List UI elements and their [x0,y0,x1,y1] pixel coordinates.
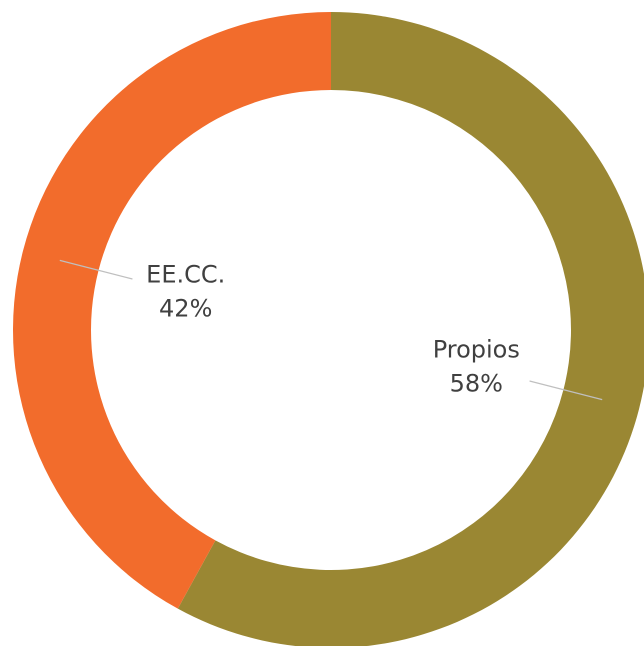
slice [177,12,644,646]
leader-line [59,259,133,280]
donut [13,12,644,646]
slice-label: EE.CC. [146,261,225,289]
slice [13,12,332,609]
slice-value: 58% [450,369,503,397]
labels: Propios 58% EE.CC. 42% [59,259,603,401]
slice-label: Propios [433,335,520,363]
slice-value: 42% [159,295,212,323]
leader-line [529,380,603,401]
